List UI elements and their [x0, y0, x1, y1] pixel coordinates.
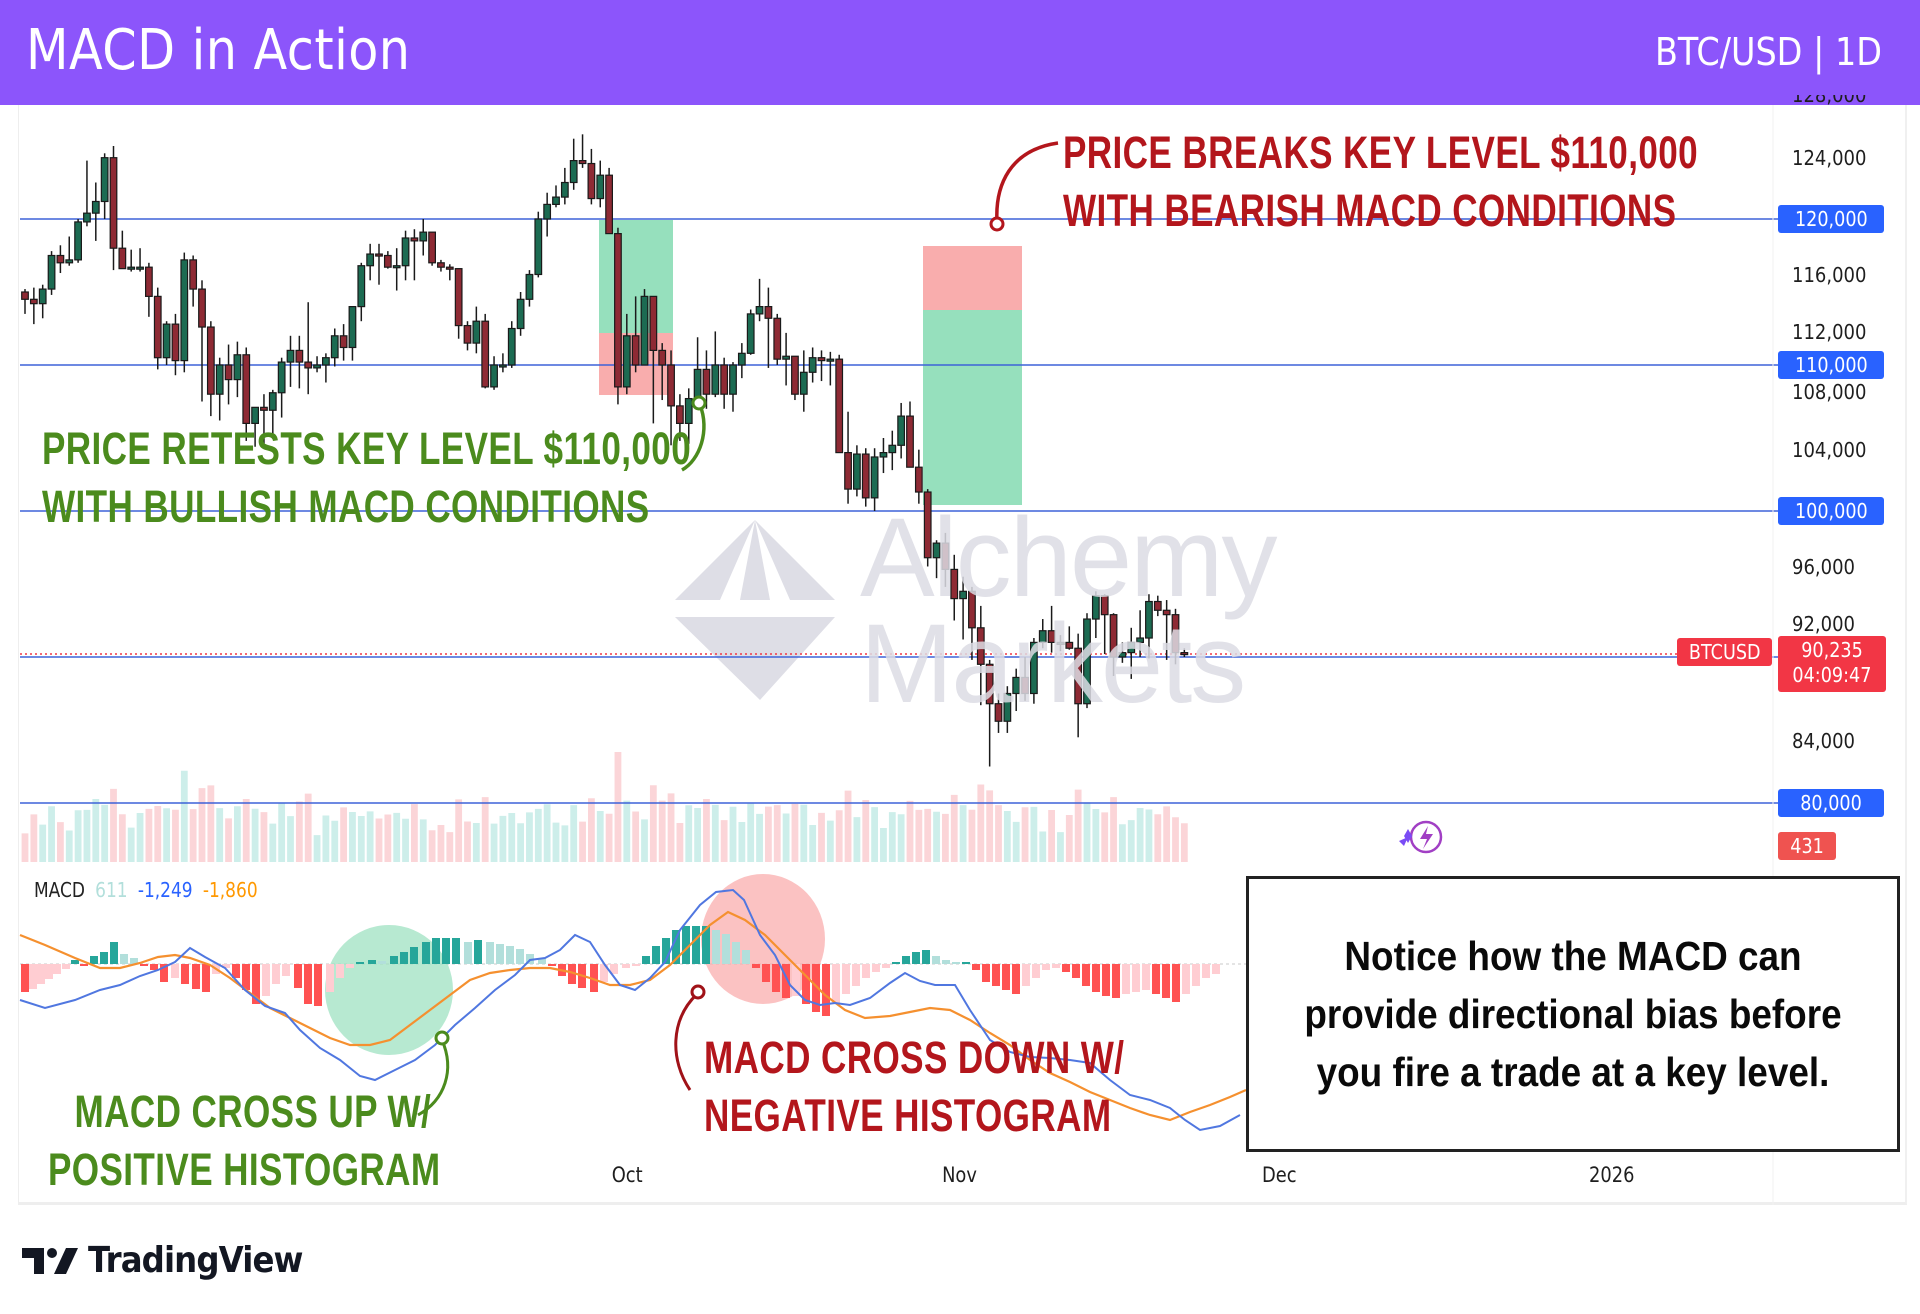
short-profit-zone — [923, 310, 1022, 505]
macd-cross-up-annotation: MACD CROSS UP W/ POSITIVE HISTOGRAM — [48, 1083, 441, 1199]
tradingview-brand: TradingView — [88, 1240, 303, 1281]
macd-legend[interactable]: MACD 611 -1,249 -1,860 — [34, 878, 268, 902]
annotation-line: MACD CROSS UP W/ — [74, 1086, 432, 1137]
macd-signal-value: -1,860 — [202, 878, 258, 902]
key-level-label: 100,000 — [1778, 497, 1884, 525]
alchemy-logo-watermark — [675, 520, 835, 700]
symbol-label: BTCUSD — [1677, 638, 1772, 666]
cross-down-callout-arrow — [674, 992, 699, 1091]
macd-histogram — [21, 926, 1220, 1016]
chart-frame — [18, 105, 1907, 1205]
price-tick: 96,000 — [1792, 555, 1855, 579]
macd-line-value: -1,249 — [137, 878, 193, 902]
price-tick: 84,000 — [1792, 729, 1855, 753]
lightning-icon[interactable] — [1399, 820, 1443, 854]
price-tick: 128,000 — [1792, 95, 1867, 107]
bearish-callout-dot — [989, 216, 1005, 232]
date-tick: 2026 — [1589, 1163, 1635, 1187]
note-text: Notice how the MACD can provide directio… — [1304, 933, 1842, 1095]
last-price-label: 90,235 04:09:47 — [1778, 636, 1886, 692]
price-tick: 92,000 — [1792, 612, 1855, 636]
date-tick: Nov — [942, 1163, 977, 1187]
annotation-line: POSITIVE HISTOGRAM — [48, 1144, 441, 1195]
volume-bars — [21, 752, 1188, 862]
key-level-label: 110,000 — [1778, 351, 1884, 379]
annotation-line: MACD CROSS DOWN W/ — [704, 1032, 1125, 1083]
title-bar: MACD in Action BTC/USD | 1D — [0, 0, 1920, 105]
key-level-label: 80,000 — [1778, 789, 1884, 817]
bullish-callout-arrow — [681, 404, 706, 472]
cross-up-callout-arrow — [417, 1039, 450, 1117]
tradingview-logo-icon — [22, 1247, 78, 1274]
macd-cross-up-highlight — [325, 925, 453, 1055]
last-price-value: 90,235 — [1801, 638, 1863, 662]
watermark-line1: Alchemy — [860, 495, 1277, 620]
short-stop-zone — [923, 246, 1022, 310]
note-box: Notice how the MACD can provide directio… — [1246, 876, 1900, 1152]
bullish-retest-annotation: PRICE RETESTS KEY LEVEL $110,000 WITH BU… — [42, 420, 691, 536]
watermark-line2: Markets — [860, 601, 1246, 726]
annotation-line: PRICE RETESTS KEY LEVEL $110,000 — [42, 423, 692, 474]
bearish-callout-arrow — [995, 141, 1059, 223]
bearish-break-annotation: PRICE BREAKS KEY LEVEL $110,000 WITH BEA… — [1063, 124, 1698, 240]
bullish-callout-dot — [691, 395, 707, 411]
price-tick: 112,000 — [1792, 320, 1867, 344]
page-title: MACD in Action — [26, 18, 411, 83]
symbol-timeframe: BTC/USD | 1D — [1654, 30, 1882, 74]
macd-line — [19, 888, 1241, 1132]
cross-up-callout-dot — [434, 1030, 450, 1046]
tradingview-logo[interactable]: TradingView — [22, 1240, 326, 1281]
price-tick: 104,000 — [1792, 438, 1867, 462]
key-level-label: 120,000 — [1778, 205, 1884, 233]
price-tick: 124,000 — [1792, 146, 1867, 170]
annotation-line: WITH BULLISH MACD CONDITIONS — [42, 481, 650, 532]
watermark: Alchemy Markets — [860, 495, 1277, 726]
annotation-line: WITH BEARISH MACD CONDITIONS — [1063, 185, 1677, 236]
macd-cross-down-annotation: MACD CROSS DOWN W/ NEGATIVE HISTOGRAM — [704, 1029, 1124, 1145]
macd-signal-line — [19, 910, 1247, 1122]
date-tick: Oct — [611, 1163, 643, 1187]
price-tick: 108,000 — [1792, 380, 1867, 404]
annotation-line: NEGATIVE HISTOGRAM — [704, 1090, 1112, 1141]
price-tick: 116,000 — [1792, 263, 1867, 287]
volume-value-label: 431 — [1778, 832, 1836, 860]
candlesticks — [21, 134, 1189, 767]
macd-histogram-value: 611 — [95, 878, 128, 902]
macd-indicator-name: MACD — [34, 878, 85, 902]
date-tick: Dec — [1262, 1163, 1297, 1187]
bar-countdown: 04:09:47 — [1792, 663, 1872, 687]
annotation-line: PRICE BREAKS KEY LEVEL $110,000 — [1063, 127, 1699, 178]
key-level-lines — [20, 218, 1778, 804]
cross-down-callout-dot — [690, 984, 706, 1000]
